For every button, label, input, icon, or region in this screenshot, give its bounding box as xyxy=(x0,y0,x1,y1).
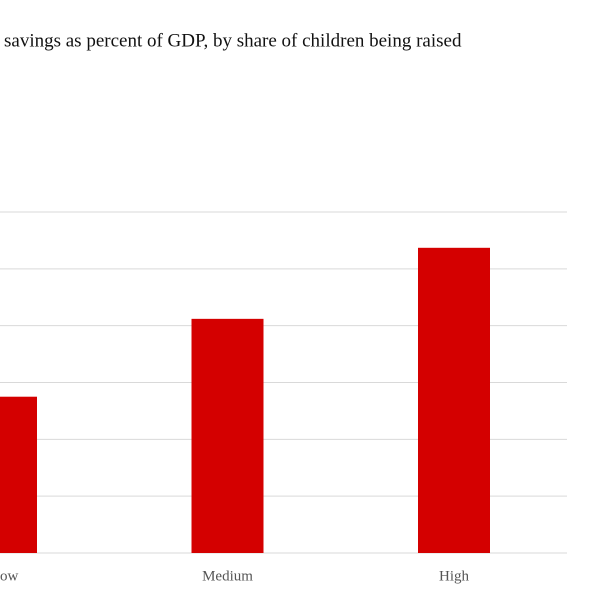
x-tick-label: Medium xyxy=(202,568,253,584)
x-tick-label: ow xyxy=(0,568,19,584)
bar xyxy=(191,318,264,553)
bar xyxy=(0,396,37,553)
chart-title: savings as percent of GDP, by share of c… xyxy=(4,30,462,51)
bar xyxy=(418,247,490,553)
x-tick-label: High xyxy=(439,568,470,584)
